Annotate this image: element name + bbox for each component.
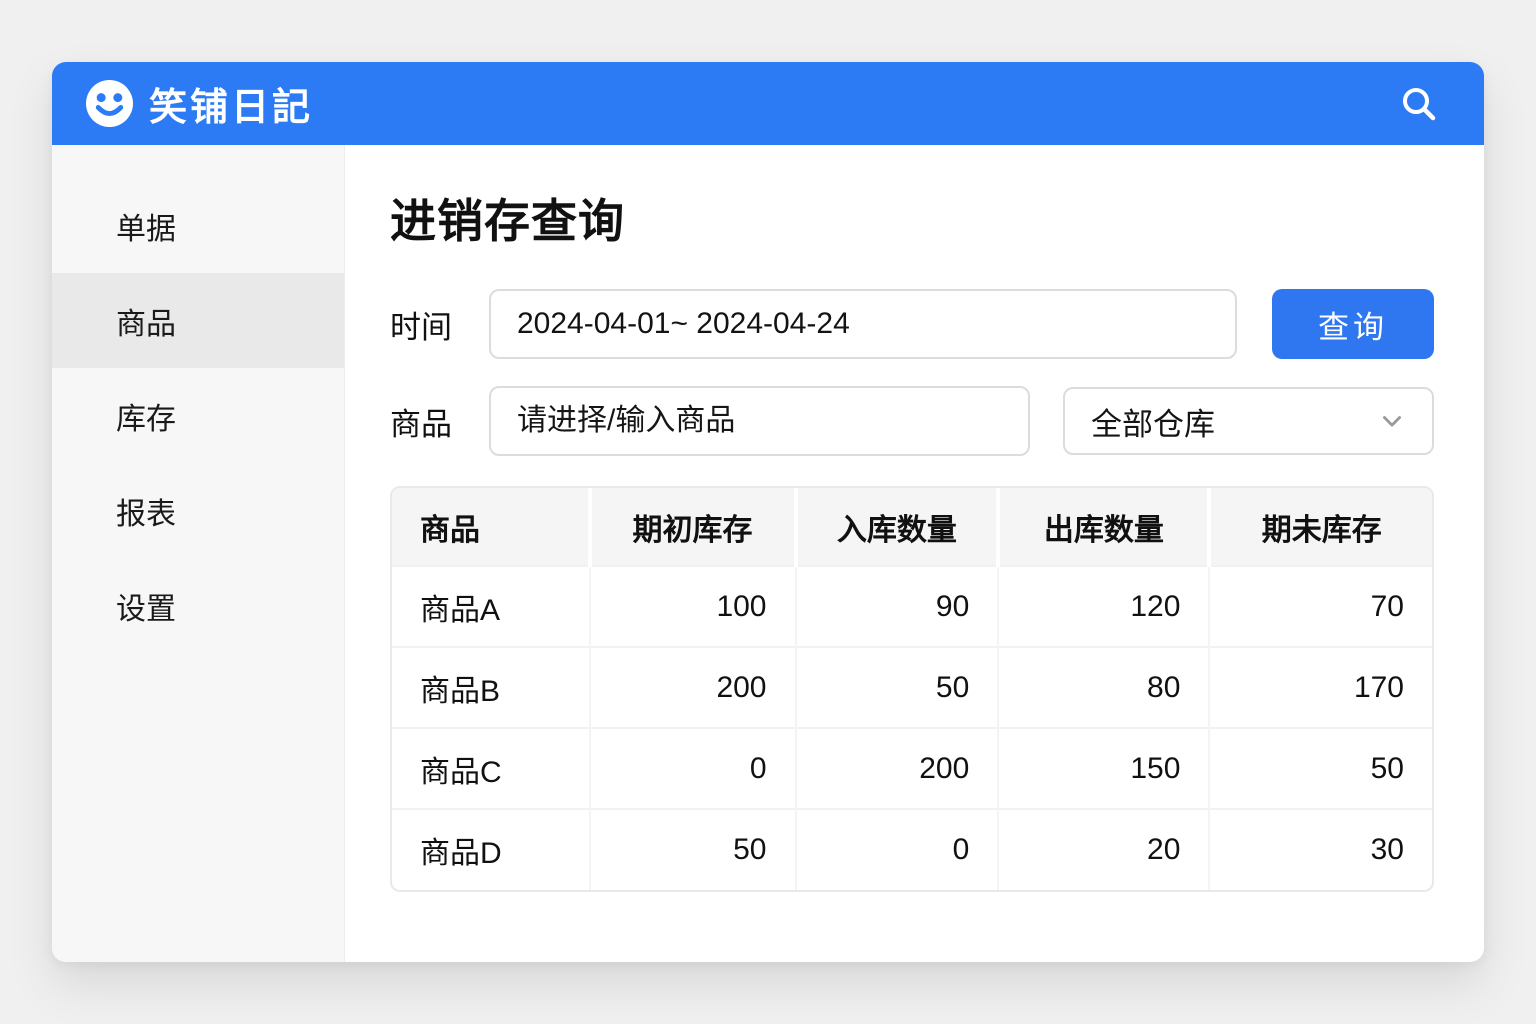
column-header-product: 商品 (392, 488, 590, 566)
sidebar-item-products[interactable]: 商品 (52, 273, 344, 368)
column-header-inbound-qty: 入库数量 (793, 488, 999, 566)
app-brand-title: 笑铺日記 (149, 87, 314, 129)
inbound-qty-cell: 90 (794, 565, 999, 647)
column-header-opening-stock: 期初库存 (587, 488, 796, 566)
date-range-input[interactable] (489, 289, 1237, 359)
outbound-qty-cell: 80 (997, 646, 1210, 728)
ending-stock-cell: 70 (1208, 565, 1432, 647)
time-filter-row: 时间 查询 (390, 289, 1434, 359)
column-header-ending-stock: 期未库存 (1207, 488, 1432, 566)
outbound-qty-cell: 120 (997, 565, 1210, 647)
product-name-cell: 商品C (392, 727, 590, 809)
inventory-table: 商品 期初库存 入库数量 出库数量 期未库存 商品A 100 90 120 (390, 486, 1434, 892)
opening-stock-cell: 100 (588, 565, 796, 647)
table-header-row: 商品 期初库存 入库数量 出库数量 期未库存 (392, 488, 1432, 566)
outbound-qty-cell: 150 (997, 727, 1210, 809)
table-row: 商品B 200 50 80 170 (392, 646, 1432, 728)
table-row: 商品C 0 200 150 50 (392, 727, 1432, 809)
sidebar-nav: 单据 商品 库存 报表 设置 (52, 145, 345, 962)
product-label: 商品 (390, 406, 452, 442)
top-header-bar: 笑铺日記 (52, 62, 1484, 145)
time-label: 时间 (390, 309, 452, 345)
opening-stock-cell: 0 (588, 727, 796, 809)
product-name-cell: 商品D (392, 808, 590, 890)
sidebar-item-reports[interactable]: 报表 (52, 463, 344, 558)
chevron-down-icon (1378, 407, 1406, 435)
query-button[interactable]: 查询 (1272, 289, 1434, 359)
ending-stock-cell: 50 (1208, 727, 1432, 809)
inbound-qty-cell: 50 (794, 646, 999, 728)
table-row: 商品D 50 0 20 30 (392, 808, 1432, 890)
sidebar-item-inventory[interactable]: 库存 (52, 368, 344, 463)
sidebar-item-label: 库存 (116, 402, 176, 436)
product-name-cell: 商品B (392, 646, 590, 728)
sidebar-item-label: 报表 (116, 497, 176, 531)
sidebar-item-documents[interactable]: 单据 (52, 178, 344, 273)
sidebar-item-label: 设置 (116, 592, 176, 626)
product-name-cell: 商品A (392, 565, 590, 647)
warehouse-select-value: 全部仓库 (1091, 406, 1215, 442)
sidebar-item-label: 商品 (116, 307, 176, 341)
app-body: 单据 商品 库存 报表 设置 进销存查询 时间 查询 商品 (52, 145, 1484, 962)
app-window: 笑铺日記 单据 商品 库存 报表 设置 (52, 62, 1484, 962)
search-icon[interactable] (1398, 83, 1440, 125)
opening-stock-cell: 50 (588, 808, 796, 890)
sidebar-item-settings[interactable]: 设置 (52, 558, 344, 653)
main-content: 进销存查询 时间 查询 商品 全部仓库 (345, 145, 1484, 962)
inbound-qty-cell: 0 (794, 808, 999, 890)
product-search-input[interactable] (489, 386, 1030, 456)
ending-stock-cell: 30 (1208, 808, 1432, 890)
column-header-outbound-qty: 出库数量 (996, 488, 1210, 566)
sidebar-item-label: 单据 (116, 212, 176, 246)
outbound-qty-cell: 20 (997, 808, 1210, 890)
warehouse-select[interactable]: 全部仓库 (1063, 387, 1434, 455)
table-row: 商品A 100 90 120 70 (392, 565, 1432, 647)
smiley-face-icon (86, 80, 133, 127)
ending-stock-cell: 170 (1208, 646, 1432, 728)
inbound-qty-cell: 200 (794, 727, 999, 809)
opening-stock-cell: 200 (588, 646, 796, 728)
page-title: 进销存查询 (390, 195, 625, 247)
product-filter-row: 商品 全部仓库 (390, 386, 1434, 456)
